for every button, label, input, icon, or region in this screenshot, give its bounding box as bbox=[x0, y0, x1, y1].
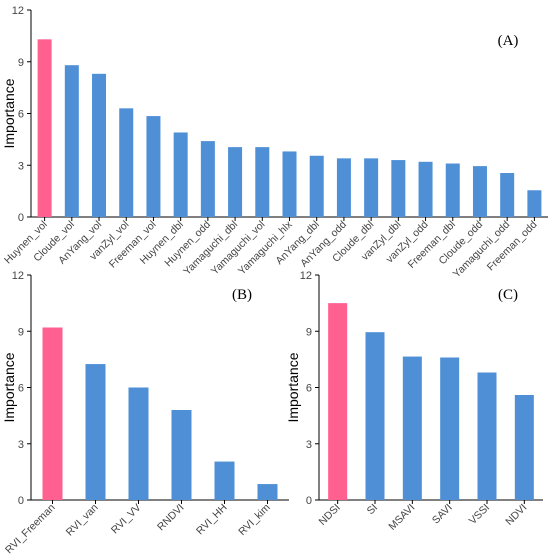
panel-c-bar bbox=[514, 395, 534, 500]
panel-a-bar bbox=[255, 147, 270, 217]
panel-b-bar bbox=[128, 387, 149, 500]
panel-a-bar bbox=[37, 39, 52, 218]
panel-a-bar bbox=[336, 158, 351, 217]
panel-a-bar bbox=[228, 147, 243, 217]
panel-b-bar bbox=[257, 484, 278, 500]
panel-a-bar bbox=[527, 190, 542, 217]
panel-b-y-tick-label: 6 bbox=[18, 383, 24, 395]
panel-a-bar bbox=[64, 65, 79, 217]
panel-c-bar bbox=[477, 372, 497, 500]
panel-c-y-tick-label: 3 bbox=[306, 439, 312, 451]
panel-c-y-tick-label: 12 bbox=[300, 270, 312, 282]
panel-c-category-label: SAVI bbox=[430, 502, 455, 527]
panel-b-y-tick-label: 9 bbox=[18, 326, 24, 338]
panel-b-bar bbox=[214, 461, 235, 500]
panel-c-category-label: NDVI bbox=[503, 502, 529, 528]
panel-b-category-label: RNDVI bbox=[155, 502, 187, 534]
panel-b-bar bbox=[171, 410, 192, 500]
panel-b-y-axis-label: Importance bbox=[1, 352, 17, 422]
panel-a-y-tick-label: 0 bbox=[18, 212, 24, 224]
panel-b-category-label: RVI_kim bbox=[236, 501, 273, 538]
panel-c-y-tick-label: 0 bbox=[306, 495, 312, 507]
panel-b-category-label: RVI_HH bbox=[194, 502, 230, 538]
panel-a-bar bbox=[364, 158, 379, 217]
panel-a-y-tick-label: 9 bbox=[18, 57, 24, 69]
panel-a-bar bbox=[282, 151, 297, 217]
panel-c-category-label: VSSI bbox=[467, 502, 492, 527]
panel-a-bar bbox=[200, 141, 215, 217]
panel-b-label: (B) bbox=[232, 287, 252, 303]
panel-b-y-tick-label: 0 bbox=[18, 495, 24, 507]
panel-c-bar bbox=[440, 357, 460, 500]
panel-a-bar bbox=[146, 116, 161, 217]
panel-a-y-axis-label: Importance bbox=[1, 78, 17, 148]
panel-b-category-label: RVI_van bbox=[64, 502, 101, 539]
panel-b-y-tick-label: 3 bbox=[18, 439, 24, 451]
panel-a-bar bbox=[418, 161, 433, 217]
panel-c-category-label: MSAVI bbox=[386, 502, 417, 533]
panel-a-bar bbox=[500, 173, 515, 217]
panel-c-y-tick-label: 9 bbox=[306, 326, 312, 338]
panel-c-bar bbox=[402, 356, 422, 500]
panel-c-y-axis-label: Importance bbox=[285, 352, 301, 422]
panel-a-chart: 036912Importance(A)Huynen_volCloude_volA… bbox=[1, 5, 548, 280]
panel-a-y-tick-label: 12 bbox=[12, 5, 24, 17]
panel-a-bar bbox=[92, 73, 107, 217]
panel-a-y-tick-label: 3 bbox=[18, 160, 24, 172]
panel-c-label: (C) bbox=[498, 287, 518, 303]
panel-a-bar bbox=[119, 108, 134, 217]
panel-c-category-label: SI bbox=[365, 502, 381, 518]
panel-a-y-tick-label: 6 bbox=[18, 109, 24, 121]
panel-a-bar bbox=[309, 155, 324, 217]
panel-a-label: (A) bbox=[498, 33, 519, 49]
panel-b-category-label: RVI_Freeman bbox=[3, 502, 58, 557]
panel-b-bar bbox=[42, 327, 63, 500]
panel-a-bar bbox=[472, 166, 487, 217]
panel-c-bar bbox=[365, 332, 385, 500]
panel-a-bar bbox=[445, 163, 460, 217]
panel-b-y-tick-label: 12 bbox=[12, 270, 24, 282]
panel-c-y-tick-label: 6 bbox=[306, 383, 312, 395]
panel-a-bar bbox=[391, 160, 406, 217]
panel-a-bar bbox=[173, 132, 188, 217]
panel-b-bar bbox=[85, 364, 106, 500]
panel-c-category-label: NDSI bbox=[317, 502, 343, 528]
panel-c-bar bbox=[328, 303, 348, 500]
panel-b-category-label: RVI_VV bbox=[109, 502, 144, 537]
panel-c-chart: 0 3 6 9 12 Importance (C) NDSI SI MSAVI SAVI VSSI ND… bbox=[285, 270, 543, 533]
